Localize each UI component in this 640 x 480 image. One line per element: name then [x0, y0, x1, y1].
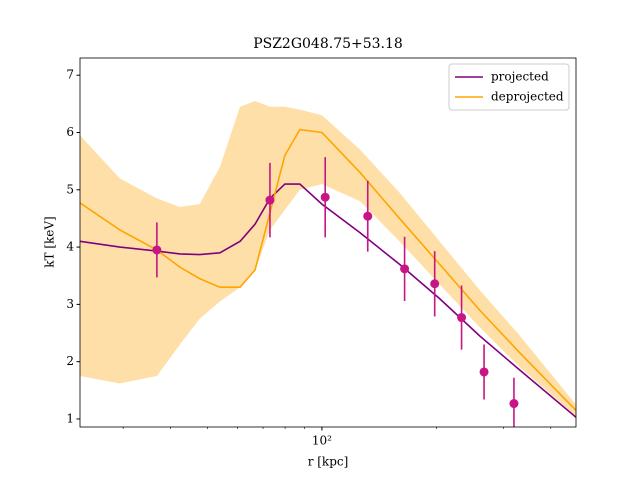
y-tick-label: 4: [66, 240, 74, 254]
data-point: [320, 192, 330, 202]
y-tick-label: 1: [66, 411, 74, 425]
y-tick-label: 7: [66, 68, 74, 82]
data-point: [457, 313, 467, 323]
confidence-band: [80, 100, 576, 417]
data-point: [363, 211, 373, 221]
x-axis-label: r [kpc]: [308, 455, 349, 469]
legend-label: projected: [491, 70, 549, 84]
chart-title: PSZ2G048.75+53.18: [253, 36, 403, 52]
data-point: [265, 195, 275, 205]
data-point: [479, 367, 489, 377]
y-tick-label: 5: [66, 182, 74, 196]
legend-box: [448, 63, 570, 111]
data-point: [430, 279, 440, 289]
y-tick-label: 3: [66, 297, 74, 311]
data-point: [400, 264, 410, 274]
series-line: [80, 183, 576, 418]
y-axis-label: kT [keV]: [43, 216, 57, 268]
x-tick-label: 10²: [312, 434, 332, 448]
data-point: [509, 399, 519, 409]
y-tick-label: 6: [66, 125, 74, 139]
axes-frame: [79, 57, 577, 428]
legend-label: deprojected: [491, 90, 564, 104]
series-line: [80, 128, 576, 411]
plot-area: [80, 100, 576, 427]
data-point: [152, 245, 162, 255]
y-tick-label: 2: [66, 354, 74, 368]
